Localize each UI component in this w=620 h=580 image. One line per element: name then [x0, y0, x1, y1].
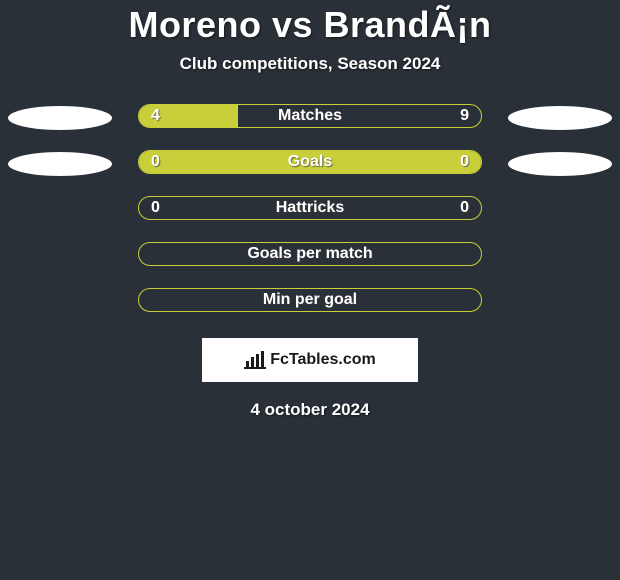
stat-label: Hattricks [139, 197, 481, 219]
stat-bar-track: Min per goal [138, 288, 482, 312]
attribution-text: FcTables.com [270, 351, 376, 368]
stat-value-right: 0 [460, 151, 469, 173]
vs-label: vs [272, 4, 313, 45]
stat-bar-track: Goals per match [138, 242, 482, 266]
stat-label: Min per goal [139, 289, 481, 311]
subtitle: Club competitions, Season 2024 [0, 54, 620, 74]
player1-photo-placeholder [8, 106, 112, 130]
stat-row: Hattricks0 0 [0, 196, 620, 242]
stat-bar-track: Goals0 0 [138, 150, 482, 174]
stat-label: Goals per match [139, 243, 481, 265]
stat-row: Min per goal [0, 288, 620, 334]
stat-value-left: 0 [151, 151, 160, 173]
player2-photo-placeholder [508, 152, 612, 176]
stats-area: Matches49Goals00Hattricks00Goals per mat… [0, 104, 620, 334]
player2-name: BrandÃ¡n [324, 4, 492, 45]
date-label: 4 october 2024 [0, 400, 620, 420]
stat-label: Goals [139, 151, 481, 173]
stat-row: Goals per match [0, 242, 620, 288]
player1-photo-placeholder [8, 152, 112, 176]
player2-photo-placeholder [508, 106, 612, 130]
stat-label: Matches [139, 105, 481, 127]
stat-value-left: 4 [151, 105, 160, 127]
stat-value-left: 0 [151, 197, 160, 219]
stat-row: Goals0 0 [0, 150, 620, 196]
stat-value-right: 0 [460, 197, 469, 219]
chart-icon [244, 351, 266, 369]
stat-row: Matches4 9 [0, 104, 620, 150]
player1-name: Moreno [128, 4, 261, 45]
attribution-badge: FcTables.com [202, 338, 418, 382]
stat-bar-track: Matches4 9 [138, 104, 482, 128]
stat-bar-track: Hattricks0 0 [138, 196, 482, 220]
comparison-widget: Moreno vs BrandÃ¡n Club competitions, Se… [0, 0, 620, 420]
page-title: Moreno vs BrandÃ¡n [0, 4, 620, 46]
stat-value-right: 9 [460, 105, 469, 127]
